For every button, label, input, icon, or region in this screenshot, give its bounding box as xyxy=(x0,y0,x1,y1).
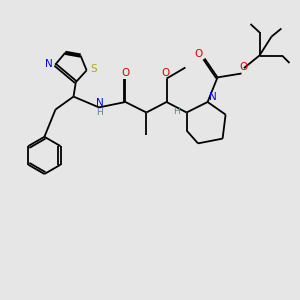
Text: N: N xyxy=(209,92,217,102)
Text: S: S xyxy=(90,64,97,74)
Text: H: H xyxy=(174,106,180,116)
Text: H: H xyxy=(96,108,103,117)
Text: O: O xyxy=(122,68,130,78)
Text: O: O xyxy=(161,68,169,78)
Text: N: N xyxy=(45,59,53,69)
Text: O: O xyxy=(194,49,203,59)
Text: O: O xyxy=(239,62,247,72)
Text: N: N xyxy=(96,98,104,108)
